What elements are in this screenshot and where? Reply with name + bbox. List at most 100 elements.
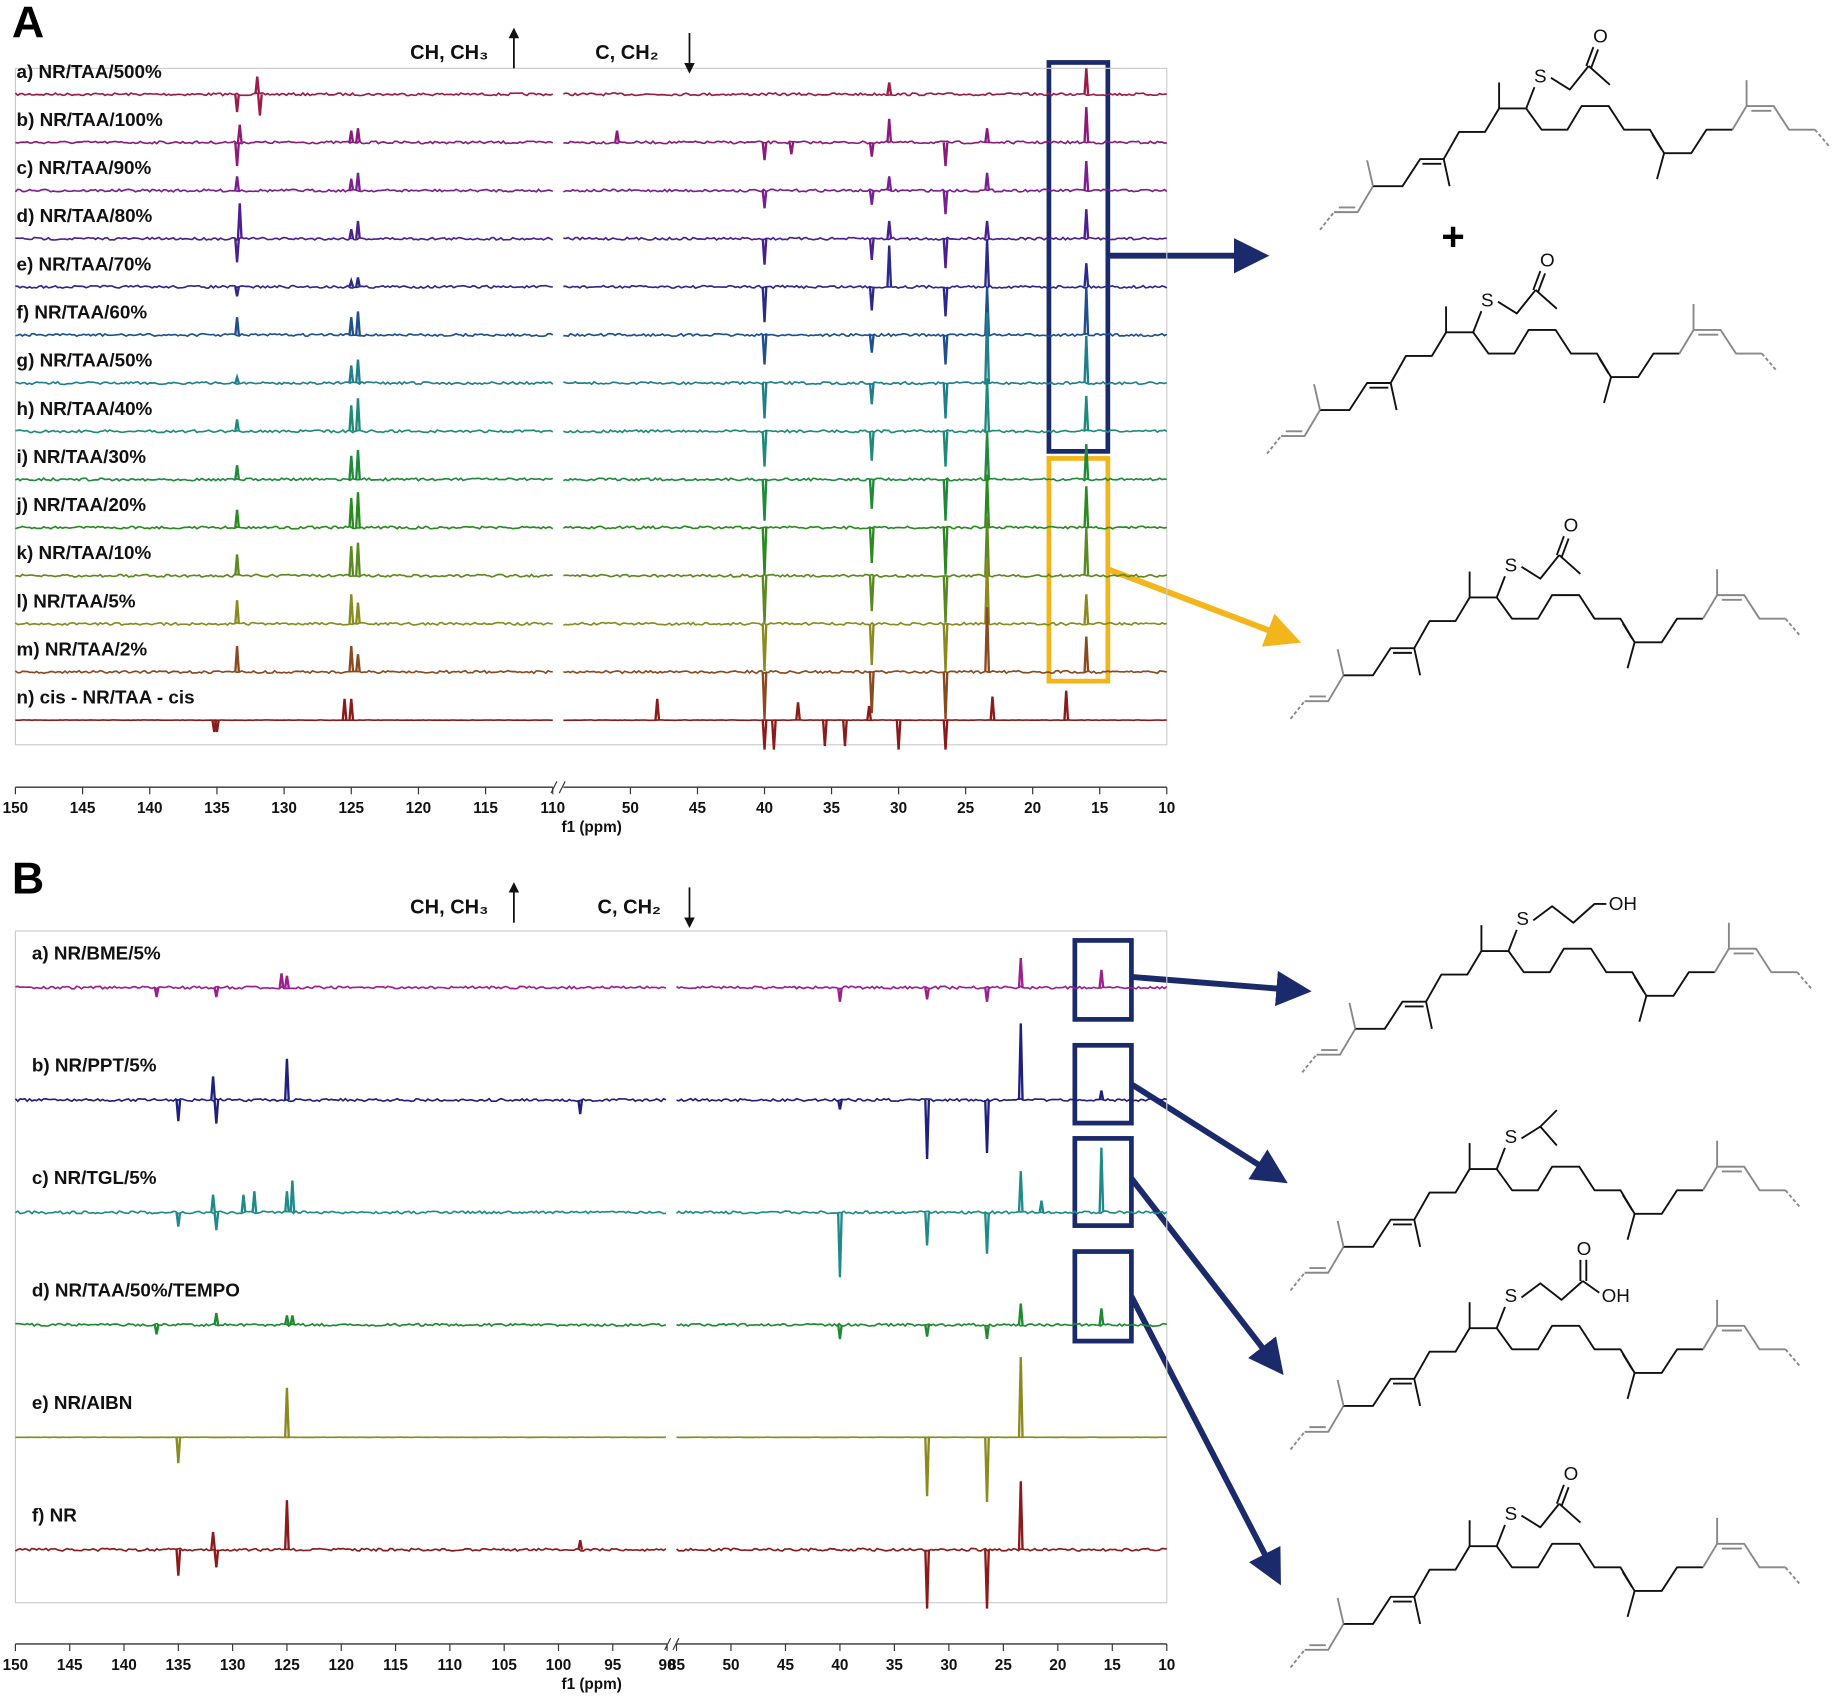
atom-label: S bbox=[1534, 65, 1547, 86]
peak bbox=[1098, 1090, 1105, 1101]
x-tick-label: 125 bbox=[338, 800, 364, 817]
atom-label: OH bbox=[1602, 1285, 1630, 1306]
chain-segment bbox=[1281, 409, 1321, 437]
chemical-structure: SO bbox=[1319, 25, 1830, 231]
x-tick-label: 130 bbox=[220, 1657, 246, 1674]
spectrum-baseline bbox=[563, 236, 1167, 241]
peak bbox=[761, 575, 768, 623]
peak bbox=[942, 720, 949, 750]
peak bbox=[761, 623, 768, 672]
chain-end bbox=[1289, 700, 1306, 720]
trace-label: a) NR/BME/5% bbox=[32, 942, 161, 963]
x-tick-label: 90 bbox=[659, 1657, 676, 1674]
methyl bbox=[1626, 1590, 1636, 1618]
peak bbox=[355, 311, 361, 336]
spectrum-baseline bbox=[14, 1210, 666, 1215]
chemical-structure: SO bbox=[1289, 514, 1801, 720]
x-tick-label: 100 bbox=[546, 1657, 572, 1674]
thioether-bond bbox=[1495, 1306, 1506, 1329]
peak bbox=[355, 277, 361, 288]
chain-segment bbox=[1343, 1324, 1703, 1407]
peak bbox=[256, 94, 263, 116]
trace-label: l) NR/TAA/5% bbox=[17, 590, 136, 611]
peak bbox=[654, 698, 661, 721]
peak bbox=[868, 431, 875, 461]
trace-label: e) NR/AIBN bbox=[32, 1392, 133, 1413]
peak bbox=[761, 671, 768, 720]
annotation: C, CH₂ bbox=[598, 896, 661, 918]
methyl bbox=[1336, 649, 1345, 676]
peak bbox=[213, 1549, 220, 1568]
peak bbox=[788, 142, 795, 155]
chain-segment bbox=[1713, 947, 1798, 974]
peak bbox=[234, 286, 240, 297]
peak bbox=[355, 359, 361, 384]
methyl bbox=[1336, 1220, 1345, 1248]
peak bbox=[1083, 443, 1090, 480]
peak bbox=[577, 1540, 584, 1550]
chain-segment bbox=[1372, 105, 1733, 188]
peak bbox=[1083, 209, 1090, 239]
annotation: C, CH₂ bbox=[595, 42, 658, 64]
double-bond bbox=[1651, 133, 1663, 151]
atom-label: O bbox=[1577, 1238, 1592, 1259]
peak bbox=[868, 575, 875, 612]
side-chain bbox=[1558, 554, 1582, 575]
chemical-structure: SO bbox=[1266, 249, 1777, 455]
peak bbox=[842, 720, 848, 747]
spectrum bbox=[15, 287, 1168, 365]
thioether-bond bbox=[1525, 86, 1536, 109]
peak bbox=[1017, 1023, 1024, 1101]
peak bbox=[836, 987, 843, 1002]
x-tick-label: 35 bbox=[823, 800, 841, 817]
peak bbox=[234, 238, 241, 263]
x-tick-label: 110 bbox=[438, 1657, 463, 1674]
peak bbox=[213, 719, 220, 733]
trace-label: e) NR/TAA/70% bbox=[17, 253, 152, 274]
methyl bbox=[1389, 382, 1398, 411]
x-tick-label: 15 bbox=[1091, 800, 1109, 817]
peak bbox=[341, 698, 348, 721]
chain-end bbox=[1319, 211, 1335, 231]
trace-label: b) NR/PPT/5% bbox=[32, 1055, 157, 1076]
spectrum-baseline bbox=[563, 573, 1168, 578]
side-chain bbox=[1588, 65, 1611, 86]
methyl bbox=[1413, 647, 1422, 676]
peak bbox=[984, 128, 991, 143]
arrows bbox=[1106, 238, 1312, 1586]
thioether-bond bbox=[1472, 310, 1483, 333]
trace-label: k) NR/TAA/10% bbox=[17, 542, 152, 563]
peak bbox=[236, 124, 243, 143]
spectrum bbox=[15, 516, 1168, 623]
peak bbox=[886, 220, 893, 239]
x-tick-label: 145 bbox=[70, 800, 96, 817]
x-axis-title: f1 (ppm) bbox=[561, 1676, 621, 1693]
chain-segment bbox=[1355, 947, 1715, 1030]
peak bbox=[175, 1212, 182, 1227]
peak bbox=[1063, 690, 1070, 721]
peak bbox=[868, 527, 875, 563]
chain-segment bbox=[1702, 1542, 1786, 1569]
spectrum-baseline bbox=[563, 91, 1167, 97]
peak bbox=[942, 286, 949, 317]
spectrum bbox=[15, 958, 1168, 1002]
spectrum-baseline bbox=[563, 428, 1168, 434]
peak bbox=[984, 220, 991, 239]
x-tick-label: 150 bbox=[3, 800, 29, 817]
peak bbox=[942, 431, 949, 467]
side-chain bbox=[1497, 289, 1537, 315]
peak bbox=[577, 1099, 584, 1115]
side-chain bbox=[1539, 1125, 1558, 1147]
spectrum bbox=[15, 690, 1167, 750]
peak bbox=[821, 720, 828, 747]
peak bbox=[1083, 395, 1090, 432]
peak bbox=[761, 142, 768, 161]
side-chain bbox=[1520, 1109, 1558, 1140]
spectrum-baseline bbox=[14, 1547, 667, 1552]
chain-segment bbox=[1304, 1246, 1345, 1274]
peak bbox=[283, 1058, 290, 1101]
peak bbox=[348, 645, 355, 673]
peak bbox=[868, 623, 875, 666]
double-bond bbox=[1633, 976, 1645, 993]
spectrum-baseline bbox=[14, 188, 554, 193]
